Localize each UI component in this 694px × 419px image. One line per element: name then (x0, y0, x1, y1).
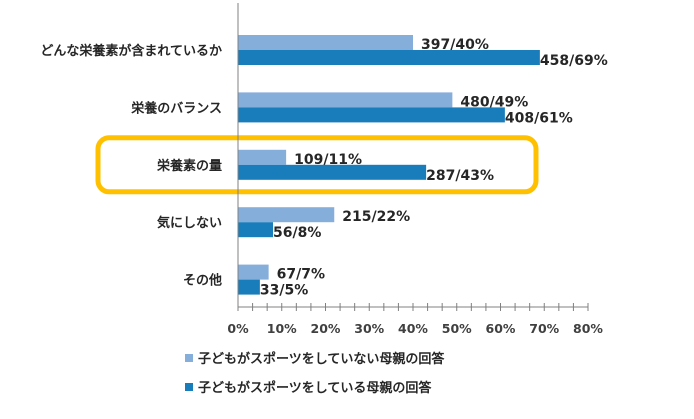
x-tick-label: 0% (227, 321, 249, 336)
x-tick-label: 60% (486, 321, 516, 336)
bar-sport (238, 107, 505, 123)
data-label: 215/22% (342, 209, 410, 225)
legend-label: 子どもがスポーツをしている母親の回答 (198, 380, 432, 396)
bar-sport (238, 222, 273, 238)
bar-no-sport (238, 207, 335, 223)
bar-no-sport (238, 149, 287, 165)
x-tick-label: 80% (573, 321, 603, 336)
data-label: 408/61% (505, 110, 573, 126)
bar-no-sport (238, 264, 269, 280)
x-tick-label: 30% (354, 321, 384, 336)
category-label: どんな栄養素が含まれているか (40, 43, 222, 59)
data-label: 397/40% (421, 37, 489, 53)
x-tick-label: 40% (398, 321, 428, 336)
legend-label: 子どもがスポーツをしていない母親の回答 (198, 351, 445, 367)
legend-swatch (185, 354, 193, 362)
x-tick-label: 10% (267, 321, 297, 336)
x-tick-label: 70% (529, 321, 559, 336)
category-label: その他 (183, 273, 222, 289)
highlight-box (95, 135, 539, 195)
data-label: 56/8% (273, 225, 321, 241)
data-label: 33/5% (260, 283, 308, 299)
bar-sport (238, 50, 540, 65)
data-label: 287/43% (426, 168, 494, 184)
bar-no-sport (238, 35, 413, 50)
category-label: 栄養素の量 (156, 158, 222, 174)
category-label: 気にしない (157, 215, 222, 231)
bar-sport (238, 164, 427, 180)
data-label: 109/11% (294, 152, 362, 168)
data-label: 67/7% (277, 267, 325, 283)
bar-sport (238, 279, 260, 295)
legend-swatch (185, 383, 193, 391)
x-tick-label: 50% (442, 321, 472, 336)
bar-no-sport (238, 92, 453, 108)
data-label: 480/49% (460, 94, 528, 110)
x-tick-label: 20% (311, 321, 341, 336)
data-label: 458/69% (540, 53, 608, 69)
category-label: 栄養のバランス (130, 100, 222, 116)
